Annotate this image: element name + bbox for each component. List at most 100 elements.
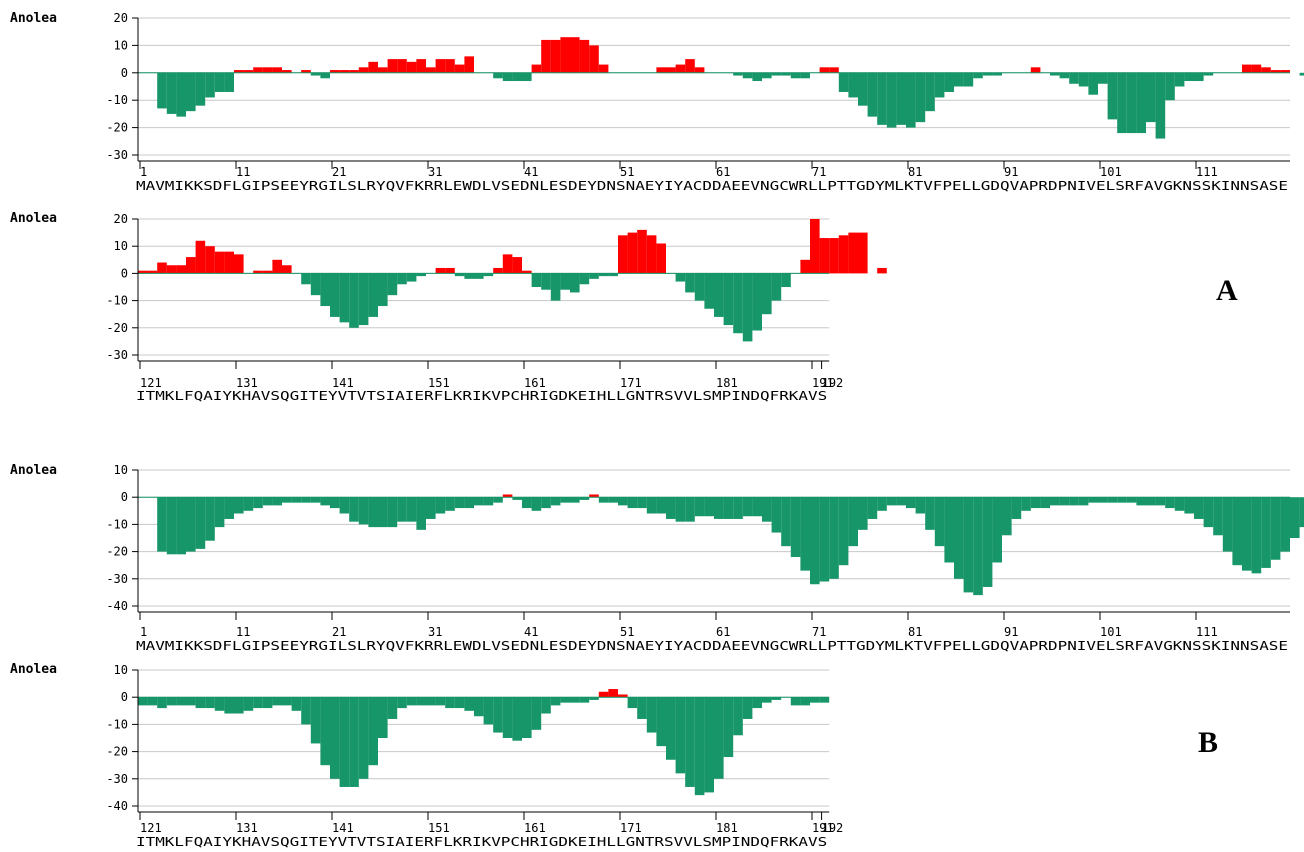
bar-residue-131	[234, 697, 244, 714]
bar-residue-41	[522, 497, 532, 509]
bar-residue-71	[810, 497, 820, 585]
y-axis-label: Anolea	[10, 463, 57, 478]
bar-residue-173	[637, 697, 647, 719]
x-tick-label: 31	[428, 165, 442, 179]
bar-residue-96	[1050, 497, 1060, 506]
x-tick-label: 131	[236, 376, 258, 390]
bar-residue-144	[358, 273, 369, 326]
bar-residue-38	[493, 72, 503, 79]
bar-residue-100	[1088, 497, 1098, 503]
bar-residue-185	[752, 697, 762, 709]
bar-residue-77	[867, 497, 878, 519]
bar-residue-113	[1213, 497, 1223, 536]
sequence-text: ITMKLFQAIYKHAVSQGITEYVTVTSIAIERFLKRIKVPC…	[136, 835, 827, 849]
bar-residue-92	[1011, 497, 1022, 519]
bar-residue-96	[1050, 72, 1060, 76]
bar-residue-89	[982, 72, 993, 76]
bar-residue-69	[790, 497, 801, 558]
bar-residue-136	[282, 265, 292, 274]
bar-residue-152	[435, 697, 446, 706]
bar-residue-10	[224, 497, 234, 519]
bar-residue-134	[262, 697, 273, 709]
bar-residue-186	[762, 273, 772, 315]
bar-residue-70	[800, 72, 810, 79]
bar-residue-29	[406, 497, 417, 522]
bar-residue-90	[992, 497, 1002, 563]
bar-residue-150	[416, 697, 426, 706]
bar-residue-14	[262, 497, 273, 506]
bar-residue-128	[205, 246, 215, 274]
x-tick-label: 181	[716, 821, 738, 835]
bar-residue-83	[925, 497, 935, 530]
y-tick-label: -10	[106, 517, 128, 531]
bar-residue-145	[368, 273, 378, 317]
bar-residue-157	[483, 273, 494, 277]
x-tick-label: 41	[524, 165, 538, 179]
bar-residue-165	[560, 697, 570, 703]
bar-residue-56	[666, 67, 676, 73]
y-tick-label: 10	[114, 38, 128, 52]
bar-residue-11	[234, 497, 244, 514]
bar-residue-11	[234, 70, 244, 73]
bar-residue-156	[474, 273, 484, 279]
x-tick-label: 61	[716, 625, 730, 639]
bar-residue-169	[598, 273, 609, 277]
bar-residue-24	[358, 497, 369, 525]
bar-residue-29	[406, 61, 417, 73]
bar-residue-158	[493, 697, 503, 733]
bar-residue-121	[1290, 497, 1300, 538]
bar-residue-130	[224, 251, 234, 274]
bar-residue-26	[378, 497, 388, 528]
bar-residue-108	[1165, 72, 1175, 101]
x-tick-label: 151	[428, 376, 450, 390]
bar-residue-30	[416, 59, 426, 73]
bar-residue-31	[426, 497, 436, 519]
bar-residue-27	[387, 59, 398, 73]
x-tick-label: 131	[236, 821, 258, 835]
x-tick-label: 141	[332, 821, 354, 835]
bar-residue-99	[1078, 72, 1089, 87]
bar-residue-136	[282, 697, 292, 706]
bar-residue-45	[560, 37, 570, 73]
bar-residue-87	[963, 497, 974, 593]
bar-residue-120	[1280, 70, 1290, 73]
bar-residue-67	[771, 497, 782, 533]
bar-residue-128	[205, 697, 215, 709]
bar-residue-48	[589, 45, 599, 73]
x-tick-label: 71	[812, 625, 826, 639]
bar-residue-101	[1098, 497, 1108, 503]
bar-residue-25	[368, 61, 378, 73]
x-tick-label: 141	[332, 376, 354, 390]
bar-residue-28	[397, 497, 407, 522]
bar-residue-32	[435, 497, 446, 514]
x-tick-label: 21	[332, 165, 346, 179]
x-tick-label: 121	[140, 376, 162, 390]
y-tick-label: 10	[114, 239, 128, 253]
y-tick-label: -20	[106, 745, 128, 759]
y-tick-label: -40	[106, 799, 128, 813]
bar-residue-140	[320, 273, 330, 307]
bar-residue-179	[694, 697, 705, 796]
bar-residue-121	[138, 270, 148, 274]
bar-residue-147	[387, 697, 398, 719]
bar-residue-40	[512, 497, 522, 500]
x-tick-label: 41	[524, 625, 538, 639]
bar-residue-55	[656, 67, 666, 73]
y-tick-label: 0	[121, 266, 128, 280]
bar-residue-10	[224, 72, 234, 92]
bar-residue-192	[819, 697, 830, 703]
bar-residue-188	[781, 273, 791, 287]
bar-residue-137	[291, 697, 302, 711]
bar-residue-98	[1069, 497, 1079, 506]
bar-residue-81	[906, 72, 916, 128]
bar-residue-186	[762, 697, 772, 703]
bar-residue-177	[675, 273, 686, 282]
bar-residue-119	[1270, 70, 1281, 73]
bar-residue-133	[253, 270, 263, 274]
bar-residue-167	[579, 273, 590, 285]
bar-residue-116	[1242, 64, 1252, 73]
bar-residue-42	[531, 497, 542, 511]
bar-residue-3	[157, 497, 167, 552]
bar-residue-19	[310, 497, 321, 503]
